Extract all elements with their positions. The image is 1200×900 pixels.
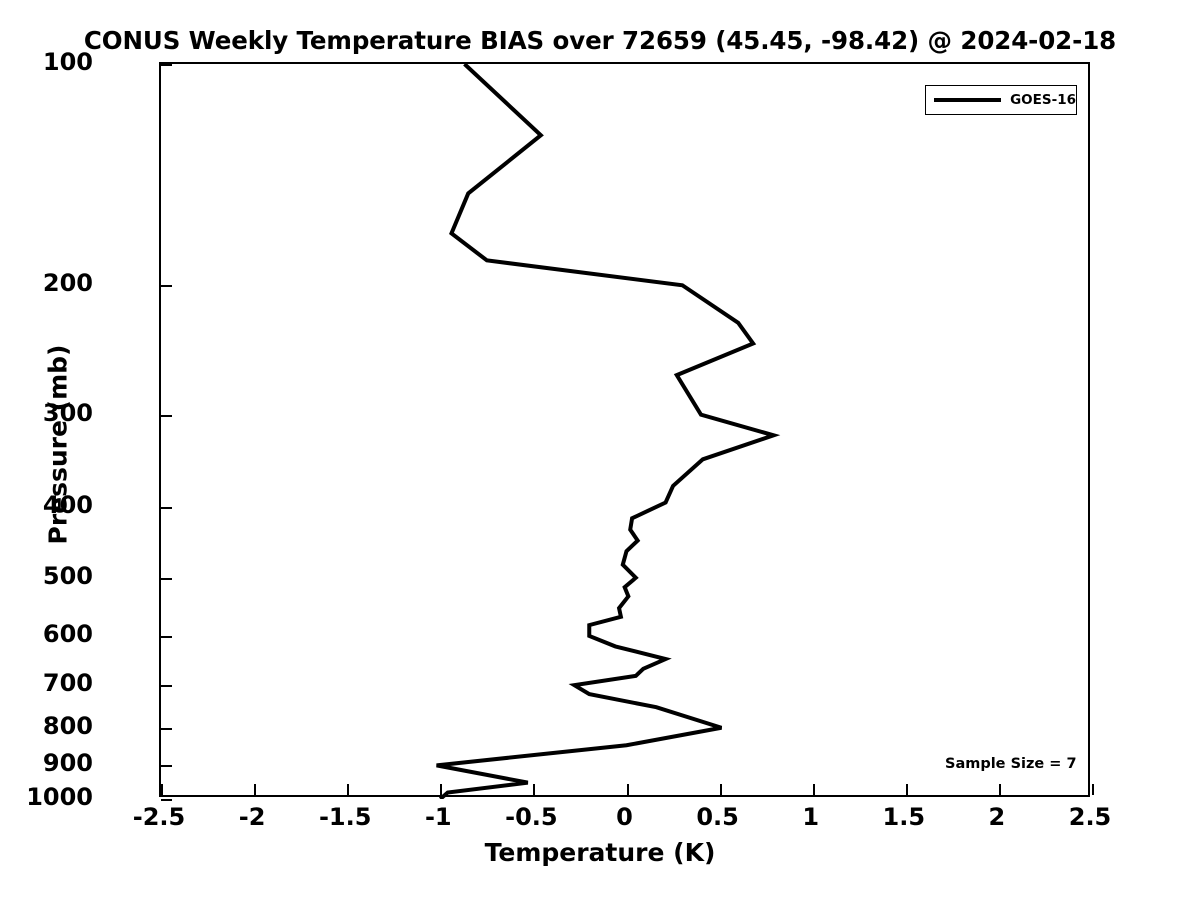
legend-box: GOES-16 (925, 85, 1077, 115)
x-tick-label-0: 0 (616, 803, 633, 831)
x-tick-label-2.5: 2.5 (1068, 803, 1112, 831)
x-tick--1 (440, 784, 443, 795)
x-tick--1.5 (347, 784, 350, 795)
y-tick-label-700: 700 (42, 669, 93, 698)
x-tick-2 (998, 784, 1001, 795)
x-tick-0 (626, 784, 629, 795)
x-tick--2.5 (161, 784, 163, 795)
x-tick-1 (812, 784, 815, 795)
y-tick-200 (161, 285, 172, 288)
y-tick-label-1000: 1000 (26, 783, 93, 811)
y-tick-100 (161, 64, 172, 66)
x-tick-label-0.5: 0.5 (696, 803, 739, 831)
y-tick-900 (161, 765, 172, 768)
y-tick-label-800: 800 (42, 711, 93, 740)
y-tick-label-600: 600 (42, 619, 93, 648)
y-tick-400 (161, 506, 172, 509)
y-tick-label-200: 200 (42, 269, 93, 298)
series-line-goes16 (436, 64, 781, 799)
y-tick-700 (161, 685, 172, 688)
y-tick-1000 (161, 799, 172, 801)
x-tick-0.5 (719, 784, 722, 795)
x-tick-label--1: -1 (424, 803, 452, 831)
x-tick--2 (254, 784, 257, 795)
x-tick-label-2: 2 (988, 803, 1006, 831)
sample-size-annotation: Sample Size = 7 (945, 756, 1077, 772)
y-tick-300 (161, 414, 172, 417)
x-tick-2.5 (1092, 784, 1094, 795)
legend-label-goes16: GOES-16 (1010, 92, 1076, 108)
y-tick-500 (161, 577, 172, 580)
x-tick-label--2: -2 (238, 803, 266, 831)
y-tick-800 (161, 727, 172, 730)
y-tick-label-300: 300 (42, 398, 93, 427)
y-tick-600 (161, 635, 172, 638)
legend-line-swatch (934, 98, 1002, 102)
y-tick-label-400: 400 (42, 490, 93, 519)
x-tick-label-1.5: 1.5 (882, 803, 926, 831)
x-tick-1.5 (905, 784, 908, 795)
plot-area (159, 62, 1094, 801)
x-tick-label-1: 1 (802, 803, 820, 831)
x-axis-title: Temperature (K) (484, 838, 716, 867)
y-tick-label-100: 100 (42, 48, 93, 76)
x-tick--0.5 (533, 784, 536, 795)
x-tick-label--1.5: -1.5 (318, 803, 372, 831)
x-tick-label--2.5: -2.5 (132, 803, 186, 831)
data-line-layer (436, 64, 781, 799)
y-tick-label-900: 900 (42, 749, 93, 778)
y-axis-title: Pressure (mb) (43, 344, 73, 545)
chart-title: CONUS Weekly Temperature BIAS over 72659… (83, 26, 1117, 55)
y-tick-label-500: 500 (42, 561, 93, 590)
x-tick-label--0.5: -0.5 (505, 803, 558, 831)
